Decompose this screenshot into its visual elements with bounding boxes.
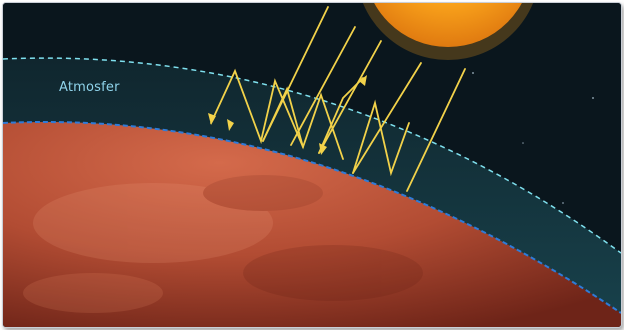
planet-icon <box>3 122 621 327</box>
atmosphere-label: Atmosfer <box>59 80 120 95</box>
planet-surface-texture <box>23 175 423 313</box>
diagram-canvas <box>3 3 621 327</box>
surface-boundary <box>3 121 621 314</box>
sun-icon <box>362 3 534 60</box>
ray-arrowheads <box>208 75 367 155</box>
atmosphere-outer-boundary <box>3 57 621 254</box>
sunlight-ray-arrows <box>210 6 466 192</box>
